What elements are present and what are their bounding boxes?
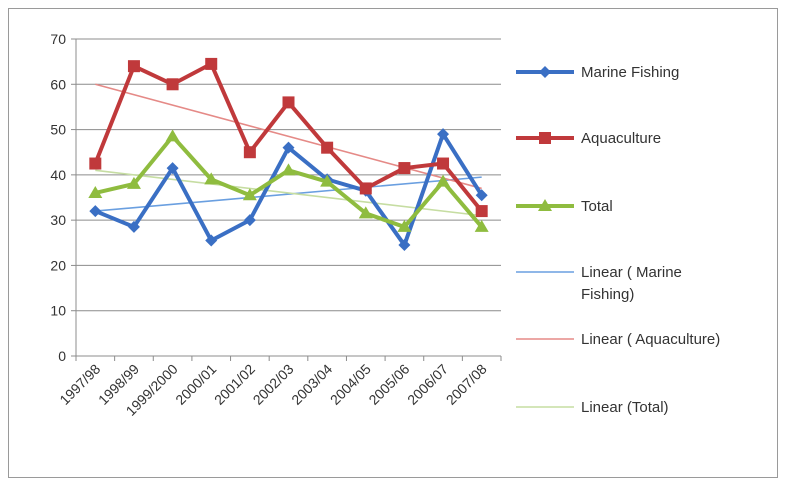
legend-label-line: Fishing) <box>581 286 634 303</box>
diamond-marker <box>89 205 102 218</box>
line-chart: 0102030405060701997/981998/991999/200020… <box>50 31 720 419</box>
legend-label: Aquaculture <box>581 130 661 147</box>
triangle-marker <box>204 172 219 185</box>
y-tick-label: 30 <box>50 212 66 228</box>
square-marker <box>359 182 372 195</box>
x-tick-label: 2003/04 <box>288 361 335 408</box>
legend-label: Linear ( Aquaculture) <box>581 331 720 348</box>
square-marker <box>475 205 488 218</box>
triangle-marker <box>538 199 552 211</box>
legend: Marine Fishing Aquaculture Total Linear ( M… <box>516 64 720 416</box>
legend-item: Linear ( Marine Fishing) <box>516 264 682 303</box>
square-marker <box>437 157 450 170</box>
legend-label: Marine Fishing <box>581 64 679 81</box>
legend-label: Total <box>581 198 613 215</box>
square-marker <box>89 157 102 170</box>
y-tick-label: 0 <box>58 348 66 364</box>
triangle-marker <box>88 185 103 198</box>
legend-item: Total <box>516 198 613 215</box>
diamond-marker <box>243 214 256 227</box>
y-tick-label: 20 <box>50 257 66 273</box>
diamond-marker <box>282 141 295 154</box>
series-group <box>89 128 488 252</box>
x-tick-label: 2004/05 <box>327 361 374 408</box>
y-tick-label: 10 <box>50 303 66 319</box>
diamond-marker <box>437 128 450 141</box>
triangle-marker <box>281 163 296 176</box>
triangle-marker <box>242 188 257 201</box>
series-group <box>88 129 489 232</box>
diamond-marker <box>127 220 140 233</box>
y-tick-label: 40 <box>50 167 66 183</box>
y-tick-label: 50 <box>50 122 66 138</box>
triangle-marker <box>358 206 373 219</box>
x-tick-label: 2005/06 <box>365 361 412 408</box>
x-tick-label: 2000/01 <box>172 361 219 408</box>
axes: 0102030405060701997/981998/991999/200020… <box>50 31 502 419</box>
trendline <box>95 176 482 212</box>
square-marker <box>398 162 411 175</box>
legend-item: Linear (Total) <box>516 399 669 416</box>
triangle-marker <box>436 174 451 187</box>
y-tick-label: 60 <box>50 76 66 92</box>
legend-item: Marine Fishing <box>516 64 679 81</box>
diamond-marker <box>205 234 218 247</box>
square-marker <box>282 96 295 109</box>
square-marker <box>166 78 179 91</box>
triangle-marker <box>474 219 489 232</box>
square-marker <box>205 57 218 70</box>
legend-label-line: Linear ( Marine <box>581 264 682 281</box>
x-tick-label: 2002/03 <box>250 361 297 408</box>
triangle-marker <box>126 176 141 189</box>
diamond-marker <box>166 162 179 175</box>
x-tick-label: 2006/07 <box>404 361 451 408</box>
y-tick-label: 70 <box>50 31 66 47</box>
gridlines <box>76 38 501 312</box>
triangle-marker <box>165 129 180 142</box>
x-tick-label: 2007/08 <box>443 361 490 408</box>
square-marker <box>243 146 256 159</box>
diamond-marker <box>398 239 411 252</box>
triangle-marker <box>397 219 412 232</box>
legend-label: Linear ( Marine Fishing) <box>581 264 682 303</box>
legend-item: Aquaculture <box>516 130 661 147</box>
square-marker <box>127 60 140 73</box>
triangle-marker <box>320 174 335 187</box>
square-marker <box>539 132 551 144</box>
legend-label: Linear (Total) <box>581 399 669 416</box>
legend-item: Linear ( Aquaculture) <box>516 331 720 348</box>
diamond-marker <box>475 189 488 202</box>
series-lines <box>88 57 489 252</box>
trendline <box>95 83 482 190</box>
square-marker <box>321 141 334 154</box>
x-tick-label: 2001/02 <box>211 361 258 408</box>
x-tick-label: 1997/98 <box>56 361 103 408</box>
series-group <box>89 57 488 218</box>
chart-frame: 0 10 20 30 40 50 60 70 1997/98 1998/99 1999/2000 20… <box>8 8 778 478</box>
diamond-marker <box>539 66 551 78</box>
